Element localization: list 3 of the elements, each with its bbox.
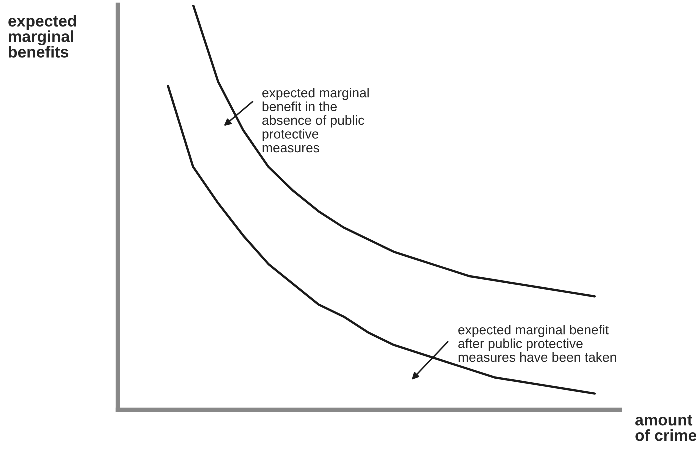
y-axis-title: expected marginal benefits <box>8 15 76 58</box>
annotation: expected marginal benefit after public protective measures have been taken <box>458 325 616 362</box>
annotation: expected marginal benefit in the absence of public protective measures <box>262 88 369 153</box>
